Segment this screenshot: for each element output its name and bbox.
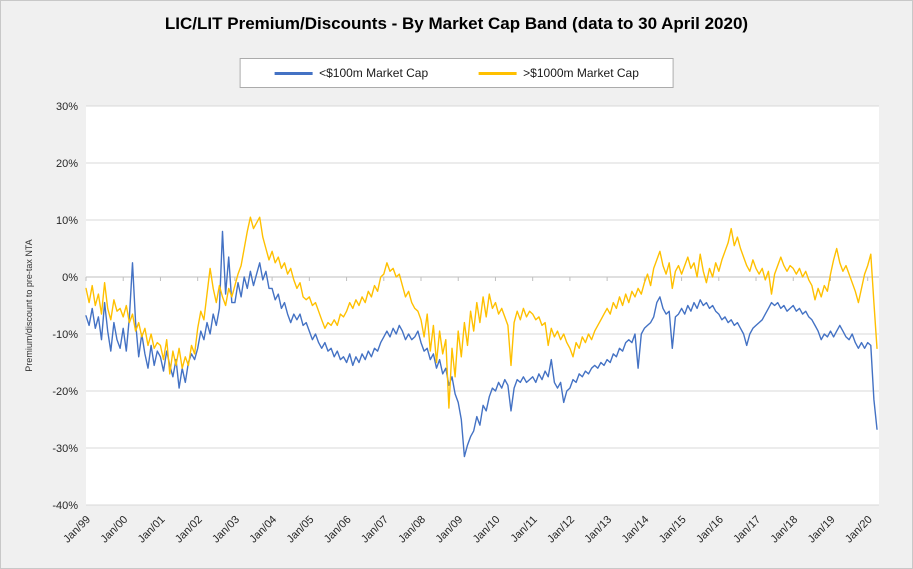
legend: <$100m Market Cap >$1000m Market Cap (239, 58, 674, 88)
x-axis-tick-label: Jan/15 (657, 514, 689, 546)
x-axis-tick-label: Jan/18 (769, 514, 801, 546)
x-axis-tick-label: Jan/04 (247, 514, 279, 546)
x-axis-tick-label: Jan/14 (620, 514, 652, 546)
x-axis-tick-label: Jan/16 (694, 514, 726, 546)
y-axis-tick-label: -10% (52, 329, 78, 341)
y-axis-tick-label: 0% (62, 272, 78, 284)
x-axis-tick-label: Jan/19 (806, 514, 838, 546)
y-axis-tick-label: -30% (52, 443, 78, 455)
x-axis-tick-label: Jan/09 (434, 514, 466, 546)
legend-label-large-cap: >$1000m Market Cap (523, 66, 639, 80)
x-axis-tick-label: Jan/07 (359, 514, 391, 546)
x-axis-tick-label: Jan/08 (396, 514, 428, 546)
x-axis-tick-label: Jan/01 (136, 514, 168, 546)
x-axis-tick-label: Jan/17 (731, 514, 763, 546)
legend-line-swatch-yellow (478, 71, 517, 75)
legend-label-small-cap: <$100m Market Cap (319, 66, 429, 80)
x-axis-tick-label: Jan/11 (509, 514, 540, 545)
chart-title: LIC/LIT Premium/Discounts - By Market Ca… (164, 14, 749, 33)
x-axis-tick-label: Jan/10 (471, 514, 503, 546)
legend-item-large-cap: >$1000m Market Cap (478, 66, 639, 80)
y-axis-tick-label: 10% (56, 215, 78, 227)
x-axis-tick-label: Jan/20 (843, 514, 875, 546)
y-axis-tick-label: -20% (52, 386, 78, 398)
x-axis-tick-label: Jan/12 (545, 514, 577, 546)
legend-line-swatch-blue (274, 71, 313, 75)
x-axis-tick-label: Jan/99 (61, 514, 93, 546)
y-axis-tick-label: 20% (56, 158, 78, 170)
x-axis-tick-label: Jan/00 (99, 514, 131, 546)
x-axis-tick-label: Jan/02 (173, 514, 205, 546)
series-line-large-cap (85, 216, 878, 409)
y-axis-tick-label: -40% (52, 500, 78, 512)
x-axis-tick-label: Jan/06 (322, 514, 354, 546)
legend-item-small-cap: <$100m Market Cap (274, 66, 428, 80)
y-axis-title: Premium/discount to pre-tax NTA (24, 239, 34, 371)
y-axis-tick-label: 30% (56, 101, 78, 113)
x-axis-tick-label: Jan/13 (582, 514, 614, 546)
x-axis-tick-label: Jan/03 (210, 514, 242, 546)
x-axis-tick-label: Jan/05 (285, 514, 317, 546)
series-line-small-cap (85, 230, 878, 458)
